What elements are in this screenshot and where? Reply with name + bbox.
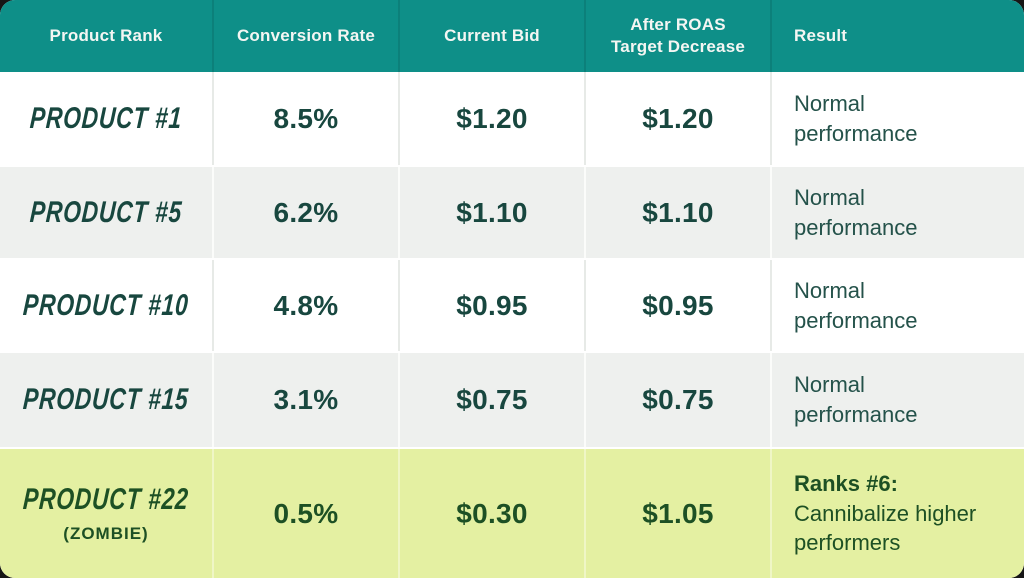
current-bid-value: $0.95 [456,289,528,321]
result-text: Normal performance [794,184,918,240]
cell-result: Normal performance [770,72,1024,165]
header-cell-conversion-rate: Conversion Rate [212,0,398,72]
current-bid-value: $1.10 [456,196,528,228]
cell-result: Normal performance [770,167,1024,258]
cell-conversion-rate: 6.2% [212,167,398,258]
table-row: PRODUCT #5 6.2% $1.10 $1.10 Normal perfo… [0,165,1024,258]
cell-result: Ranks #6: Cannibalize higher performers [770,449,1024,578]
current-bid-value: $0.75 [456,384,528,415]
cell-result: Normal performance [770,353,1024,447]
cell-current-bid: $0.30 [398,449,584,578]
conversion-rate-value: 6.2% [273,196,339,228]
cell-current-bid: $0.75 [398,353,584,447]
cell-after-roas: $1.05 [584,449,770,578]
current-bid-value: $1.20 [456,102,528,134]
product-rank-label: PRODUCT #22 [22,483,190,516]
current-bid-value: $0.30 [456,497,528,529]
after-roas-value: $1.20 [642,102,714,134]
product-rank-label: PRODUCT #5 [28,195,184,229]
result-text: Normal performance [794,90,918,146]
product-rank-label: PRODUCT #15 [22,383,190,416]
after-roas-value: $1.05 [642,497,714,529]
cell-current-bid: $1.10 [398,167,584,258]
after-roas-value: $0.95 [642,289,714,321]
cell-conversion-rate: 4.8% [212,260,398,351]
product-rank-sublabel: (ZOMBIE) [63,524,149,543]
conversion-rate-value: 0.5% [273,497,339,529]
cell-product-rank: PRODUCT #10 [0,260,212,351]
conversion-rate-value: 3.1% [273,384,339,415]
cell-conversion-rate: 3.1% [212,353,398,447]
product-rank-label: PRODUCT #10 [22,288,190,322]
conversion-rate-value: 8.5% [273,102,339,134]
cell-after-roas: $0.75 [584,353,770,447]
cell-current-bid: $1.20 [398,72,584,165]
after-roas-value: $0.75 [642,384,714,415]
result-bold-text: Ranks #6: [794,470,898,496]
cell-after-roas: $1.10 [584,167,770,258]
conversion-rate-value: 4.8% [273,289,339,321]
table-header-row: Product Rank Conversion Rate Current Bid… [0,0,1024,72]
cell-after-roas: $1.20 [584,72,770,165]
table-row-zombie-highlight: PRODUCT #22 (ZOMBIE) 0.5% $0.30 $1.05 Ra… [0,447,1024,578]
table-row: PRODUCT #15 3.1% $0.75 $0.75 Normal perf… [0,351,1024,447]
cell-result: Normal performance [770,260,1024,351]
after-roas-value: $1.10 [642,196,714,228]
header-cell-after-roas: After ROAS Target Decrease [584,0,770,72]
cell-product-rank: PRODUCT #1 [0,72,212,165]
table-row: PRODUCT #10 4.8% $0.95 $0.95 Normal perf… [0,258,1024,351]
cell-current-bid: $0.95 [398,260,584,351]
header-cell-current-bid: Current Bid [398,0,584,72]
cell-product-rank: PRODUCT #15 [0,353,212,447]
product-rank-label: PRODUCT #1 [28,101,184,135]
cell-conversion-rate: 0.5% [212,449,398,578]
table-row: PRODUCT #1 8.5% $1.20 $1.20 Normal perfo… [0,72,1024,165]
cell-product-rank: PRODUCT #5 [0,167,212,258]
cell-conversion-rate: 8.5% [212,72,398,165]
result-text: Cannibalize higher performers [794,500,977,556]
cell-product-rank: PRODUCT #22 (ZOMBIE) [0,449,212,578]
cell-after-roas: $0.95 [584,260,770,351]
result-text: Normal performance [794,372,918,427]
result-text: Normal performance [794,277,918,333]
header-cell-product-rank: Product Rank [49,25,163,45]
header-cell-result: Result [770,0,1024,72]
